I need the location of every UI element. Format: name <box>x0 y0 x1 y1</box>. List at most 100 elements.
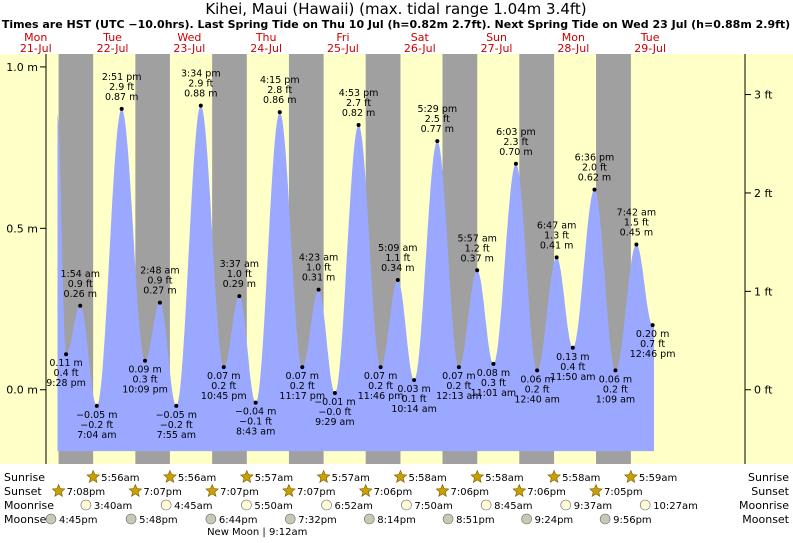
moonset-moon-icon <box>599 513 611 525</box>
high-tide-label: 5:57 am <box>457 233 496 244</box>
low-tide-point <box>64 352 69 357</box>
day-label: Tue <box>640 31 660 44</box>
high-tide-point <box>237 294 242 299</box>
sunset-time: 7:05pm <box>604 487 643 498</box>
low-tide-label: 0.09 m <box>128 365 161 376</box>
low-tide-label: 7:55 am <box>157 430 196 441</box>
low-tide-point <box>613 368 618 373</box>
sunset-star-icon <box>282 483 296 497</box>
sunrise-star-icon <box>316 469 331 483</box>
low-tide-label: 0.07 m <box>364 371 397 382</box>
high-tide-label: 2.0 ft <box>582 163 607 174</box>
moonrise-moon-icon <box>480 499 492 511</box>
low-tide-label: 9:28 pm <box>46 378 86 389</box>
high-tide-point <box>592 187 597 192</box>
low-tide-label: 0.11 m <box>49 358 82 369</box>
day-label: Tue <box>102 31 122 44</box>
right-axis-band <box>745 54 793 464</box>
moonrise-time: 4:45am <box>174 501 212 512</box>
moonset-moon-icon <box>363 513 375 525</box>
high-tide-label: 0.82 m <box>342 108 375 119</box>
high-tide-label: 4:53 pm <box>339 88 379 99</box>
moonrise-time: 6:52am <box>335 501 373 512</box>
moonrise-moon-icon <box>80 499 92 511</box>
low-tide-label: 10:45 pm <box>201 391 247 402</box>
high-tide-label: 0.77 m <box>421 124 454 135</box>
high-tide-point <box>395 277 400 282</box>
moonset-moon-icon <box>521 513 532 525</box>
moonrise-moon-icon <box>401 499 412 511</box>
sunset-star-icon <box>51 483 66 497</box>
moonrise-time: 5:50am <box>254 501 292 512</box>
low-tide-label: 12:13 am <box>436 391 481 402</box>
low-tide-label: 11:17 pm <box>279 391 325 402</box>
low-tide-label: 0.2 ft <box>525 384 550 395</box>
high-tide-label: 5:09 am <box>378 243 417 254</box>
low-tide-label: 0.3 ft <box>133 375 158 386</box>
low-tide-label: 8:43 am <box>236 427 275 438</box>
moonset-time: 6:44pm <box>219 515 258 526</box>
sunrise-time: 5:59am <box>639 473 677 484</box>
high-tide-label: 2.8 ft <box>267 85 292 96</box>
date-label: 28-Jul <box>557 42 589 55</box>
sunrise-star-icon <box>393 469 408 483</box>
moonrise-moon-icon <box>639 499 651 511</box>
high-tide-point <box>277 110 282 115</box>
sunrise-star-icon <box>239 469 254 483</box>
moonrise-moon-icon <box>560 499 572 511</box>
low-tide-label: 0.06 m <box>599 374 632 385</box>
high-tide-label: 0.27 m <box>143 286 176 297</box>
moonset-moon-icon <box>442 513 454 525</box>
sunset-time: 7:07pm <box>220 487 259 498</box>
low-tide-point <box>221 365 226 370</box>
sunset-time: 7:06pm <box>527 487 566 498</box>
high-tide-label: 5:29 pm <box>417 104 457 115</box>
high-tide-label: 2:51 pm <box>102 72 142 83</box>
sunrise-row-label: Sunrise <box>4 471 45 484</box>
high-tide-label: 0.29 m <box>223 279 256 290</box>
y-tick-label-ft: 2 ft <box>754 187 773 200</box>
high-tide-point <box>554 255 559 260</box>
date-label: 25-Jul <box>327 42 359 55</box>
day-label: Mon <box>562 31 585 44</box>
high-tide-point <box>356 123 361 128</box>
low-tide-point <box>253 400 258 405</box>
high-tide-label: 0.31 m <box>302 273 335 284</box>
low-tide-point <box>491 361 496 366</box>
moonset-time: 9:56pm <box>613 515 652 526</box>
moonset-row-label: Moonset <box>4 513 51 526</box>
daylight-band <box>46 54 59 464</box>
high-tide-label: 0.34 m <box>381 263 414 274</box>
date-label: 29-Jul <box>634 42 666 55</box>
low-tide-label: 12:40 am <box>514 394 559 405</box>
high-tide-label: 1.1 ft <box>385 253 410 264</box>
moonset-moon-icon <box>284 513 296 525</box>
high-tide-label: 4:15 pm <box>260 75 300 86</box>
high-tide-label: 0.26 m <box>64 289 97 300</box>
date-label: 22-Jul <box>97 42 129 55</box>
high-tide-point <box>157 300 162 305</box>
high-tide-label: 1.5 ft <box>624 217 649 228</box>
date-label: 26-Jul <box>404 42 436 55</box>
moonset-time: 7:32pm <box>298 515 337 526</box>
sunset-time: 7:06pm <box>450 487 489 498</box>
high-tide-point <box>198 103 203 108</box>
y-tick-label-m: 0.5 m <box>6 222 38 235</box>
low-tide-label: 0.7 ft <box>640 339 665 350</box>
moonrise-row-label: Moonrise <box>4 499 54 512</box>
low-tide-point <box>332 390 337 395</box>
y-tick-label-ft: 1 ft <box>754 285 773 298</box>
sunset-time: 7:07pm <box>297 487 336 498</box>
low-tide-label: 0.07 m <box>286 371 319 382</box>
high-tide-point <box>78 303 83 308</box>
sunrise-star-icon <box>470 469 485 483</box>
day-label: Sun <box>486 31 507 44</box>
sunset-row-label: Sunset <box>4 485 42 498</box>
date-label: 24-Jul <box>250 42 282 55</box>
high-tide-label: 0.62 m <box>578 173 611 184</box>
low-tide-label: 0.2 ft <box>446 381 471 392</box>
high-tide-label: 4:23 am <box>299 253 338 264</box>
low-tide-label: 0.2 ft <box>368 381 393 392</box>
high-tide-point <box>435 139 440 144</box>
